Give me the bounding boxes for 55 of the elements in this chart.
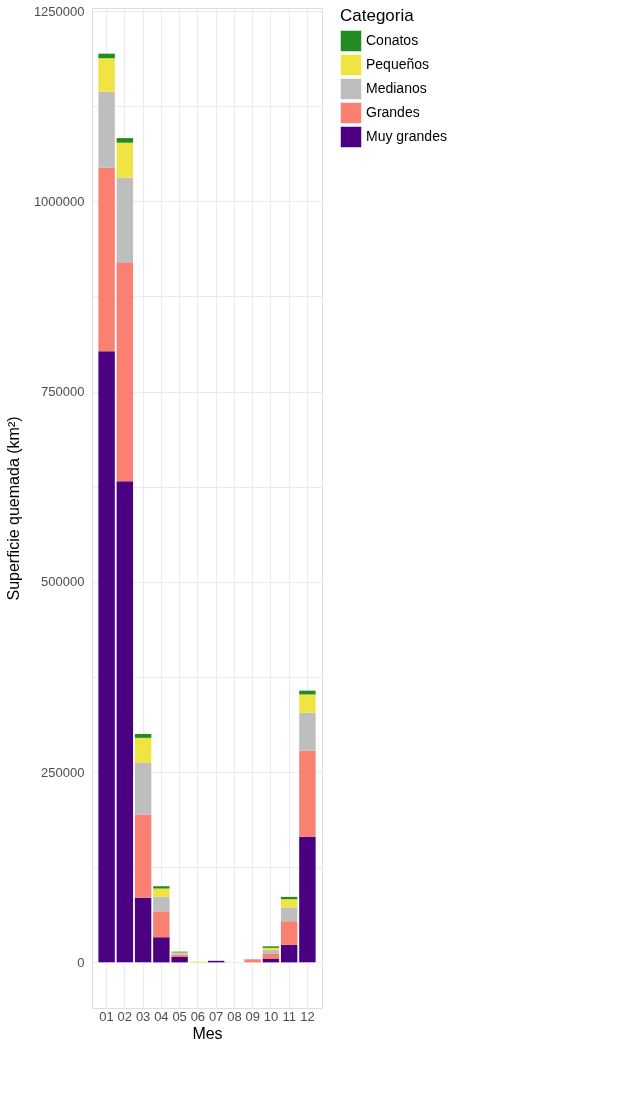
legend-label: Muy grandes bbox=[366, 128, 447, 144]
y-tick-label: 1000000 bbox=[33, 193, 85, 209]
bar bbox=[134, 814, 152, 898]
bar bbox=[262, 953, 280, 959]
bar bbox=[280, 899, 298, 908]
bar bbox=[116, 262, 134, 482]
x-tick-label: 01 bbox=[99, 1008, 114, 1024]
bar bbox=[98, 58, 115, 92]
y-tick-label: 750000 bbox=[41, 384, 85, 400]
y-tick-label: 250000 bbox=[41, 764, 85, 780]
bar bbox=[299, 750, 316, 837]
bar bbox=[98, 351, 115, 963]
bar bbox=[280, 944, 298, 963]
x-tick-label: 11 bbox=[282, 1008, 296, 1024]
legend-label: Conatos bbox=[366, 32, 419, 48]
y-axis-title: Superficie quemada (km²) bbox=[4, 416, 22, 601]
bar bbox=[153, 896, 170, 912]
x-tick-label: 05 bbox=[172, 1008, 187, 1024]
bar bbox=[299, 694, 316, 713]
x-tick-label: 02 bbox=[117, 1008, 133, 1024]
bar bbox=[134, 734, 152, 738]
bar bbox=[116, 177, 134, 263]
bar bbox=[116, 481, 134, 963]
legend-label: Medianos bbox=[366, 80, 427, 96]
x-tick-label: 06 bbox=[190, 1008, 206, 1024]
legend-label: Pequeños bbox=[366, 56, 430, 72]
y-tick-label: 0 bbox=[77, 954, 85, 970]
legend-title: Categoria bbox=[340, 6, 415, 25]
y-tick-label: 500000 bbox=[41, 574, 85, 590]
bar bbox=[280, 921, 298, 945]
x-tick-label: 09 bbox=[245, 1008, 260, 1024]
bar bbox=[134, 762, 152, 815]
x-tick-label: 10 bbox=[263, 1008, 279, 1024]
bar bbox=[299, 836, 316, 963]
bar bbox=[134, 737, 152, 763]
x-tick-label: 03 bbox=[135, 1008, 151, 1024]
bar bbox=[116, 142, 134, 178]
bar bbox=[153, 886, 170, 889]
bar bbox=[299, 712, 316, 751]
legend-label: Grandes bbox=[366, 104, 420, 120]
bar bbox=[98, 167, 115, 352]
x-tick-label: 04 bbox=[154, 1008, 169, 1024]
x-tick-label: 08 bbox=[227, 1008, 242, 1024]
x-axis-title: Mes bbox=[192, 1024, 223, 1042]
bar bbox=[280, 907, 298, 922]
bar bbox=[98, 91, 115, 168]
bar bbox=[116, 138, 134, 143]
bar bbox=[244, 959, 261, 963]
bar bbox=[153, 911, 170, 938]
bar bbox=[153, 888, 170, 897]
x-tick-label: 07 bbox=[208, 1008, 224, 1024]
bar bbox=[98, 53, 115, 59]
y-tick-label: 1250000 bbox=[33, 3, 85, 19]
x-tick-label: 12 bbox=[300, 1008, 315, 1024]
bar bbox=[134, 897, 152, 963]
